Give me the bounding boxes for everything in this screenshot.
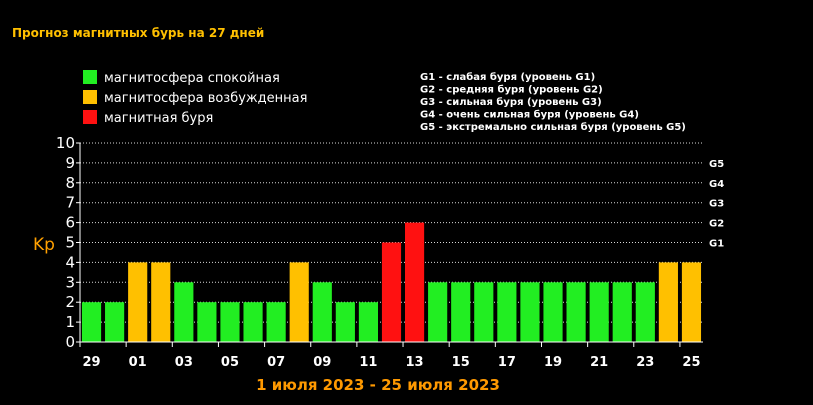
bar <box>566 282 586 342</box>
x-tick-label: 11 <box>359 355 377 370</box>
y-tick-label: 9 <box>65 154 75 172</box>
x-tick-labels: 29 01 03 05 07 09 11 13 15 17 19 21 23 25 <box>82 355 700 370</box>
bar <box>151 262 171 342</box>
legend-swatch <box>83 90 97 104</box>
x-tick-label: 15 <box>452 355 470 370</box>
x-tick-label: 25 <box>682 355 700 370</box>
bar <box>243 302 263 342</box>
g-level-label: G3 <box>709 199 724 210</box>
bar <box>451 282 471 342</box>
g-level-label: G5 <box>709 159 724 170</box>
bar <box>197 302 217 342</box>
bar <box>128 262 148 342</box>
x-tick-label: 01 <box>129 355 147 370</box>
legend-label: магнитосфера возбужденная <box>104 91 307 106</box>
bar <box>658 262 678 342</box>
bar <box>105 302 125 342</box>
legend-label: магнитная буря <box>104 111 213 126</box>
legend-label: магнитосфера спокойная <box>104 71 280 86</box>
x-tick-label: 21 <box>590 355 608 370</box>
bars <box>81 222 702 342</box>
y-tick-labels: 0 1 2 3 45 6 7 8 9 10 <box>56 134 75 351</box>
g-level-label: G4 <box>709 179 724 190</box>
x-tick-label: 17 <box>498 355 516 370</box>
bar <box>335 302 355 342</box>
storm-level-legend-item: G3 - сильная буря (уровень G3) <box>420 96 602 108</box>
storm-level-legend-item: G5 - экстремально сильная буря (уровень … <box>420 121 686 133</box>
page-title: Прогноз магнитных бурь на 27 дней <box>12 26 264 40</box>
storm-level-legend-item: G1 - слабая буря (уровень G1) <box>420 71 595 83</box>
storm-level-legend-item: G2 - средняя буря (уровень G2) <box>420 84 603 96</box>
bar <box>681 262 702 342</box>
g-level-label: G1 <box>709 239 724 250</box>
legend-swatch <box>83 70 97 84</box>
y-tick-label: 6 <box>65 214 75 232</box>
y-axis-label: Kp <box>33 235 55 255</box>
x-tick-label: 07 <box>267 355 285 370</box>
legend-swatch <box>83 110 97 124</box>
g-level-label: G2 <box>709 219 724 230</box>
x-tick-label: 09 <box>313 355 331 370</box>
bar <box>520 282 540 342</box>
axes <box>76 142 703 347</box>
bar <box>289 262 309 342</box>
y-tick-label: 1 <box>65 313 75 331</box>
y-tick-label: 7 <box>65 194 75 212</box>
bar <box>589 282 609 342</box>
bar <box>358 302 379 342</box>
y-tick-label: 0 <box>65 333 75 351</box>
x-tick-label: 13 <box>406 355 424 370</box>
x-tick-label: 23 <box>636 355 654 370</box>
bar <box>174 282 194 342</box>
y-tick-label: 4 <box>65 253 75 271</box>
bar <box>266 302 286 342</box>
bar <box>543 282 563 342</box>
bar <box>312 282 332 342</box>
y-tick-label: 8 <box>65 174 75 192</box>
y-tick-label: 2 <box>65 293 75 311</box>
x-tick-label: 29 <box>82 355 100 370</box>
bar <box>497 282 517 342</box>
bar <box>428 282 448 342</box>
x-tick-label: 03 <box>175 355 193 370</box>
bar <box>220 302 240 342</box>
g-level-labels: G1 G2 G3 G4 G5 <box>709 159 724 250</box>
x-tick-label: 05 <box>221 355 239 370</box>
bar <box>404 222 425 342</box>
bar <box>381 242 402 342</box>
storm-level-legend: G1 - слабая буря (уровень G1)G2 - средня… <box>420 71 686 133</box>
bar <box>81 302 102 342</box>
y-tick-label: 3 <box>65 273 75 291</box>
y-tick-label: 10 <box>56 134 75 152</box>
bar <box>612 282 632 342</box>
x-tick-label: 19 <box>544 355 562 370</box>
bar <box>474 282 494 342</box>
legend: магнитосфера спокойная магнитосфера возбу… <box>83 70 307 126</box>
y-tick-label: 5 <box>65 234 75 252</box>
bar <box>635 282 655 342</box>
date-range-label: 1 июля 2023 - 25 июля 2023 <box>256 376 500 394</box>
storm-level-legend-item: G4 - очень сильная буря (уровень G4) <box>420 109 639 121</box>
